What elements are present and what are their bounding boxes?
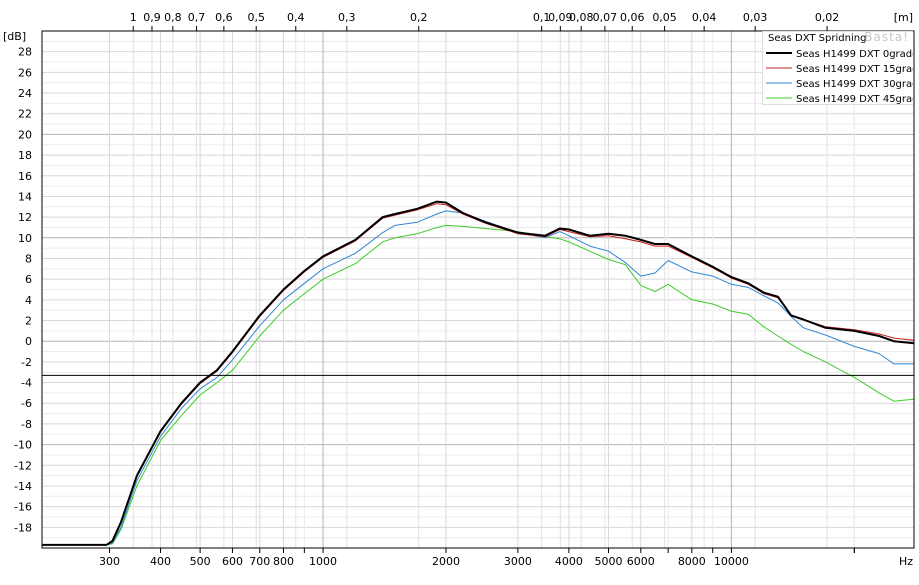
x-tick-label: 10000: [714, 555, 749, 568]
y-tick-label: 20: [18, 128, 32, 141]
x-tick-label: 2000: [432, 555, 460, 568]
x-tick-label: 4000: [555, 555, 583, 568]
legend-entry: Seas H1499 DXT 45grader: [796, 94, 919, 105]
x-tick-label: 5000: [594, 555, 622, 568]
top-tick-label: 0,3: [338, 11, 356, 24]
y-tick-label: -6: [21, 397, 32, 410]
top-axis-unit-label: [m]: [894, 11, 913, 24]
y-tick-label: -8: [21, 418, 32, 431]
x-tick-label: 400: [150, 555, 171, 568]
y-tick-label: -2: [21, 356, 32, 369]
top-tick-label: 0,5: [247, 11, 265, 24]
y-tick-label: 26: [18, 66, 32, 79]
plot-frame: [41, 30, 915, 549]
legend-entry: Seas H1499 DXT 0grader: [796, 49, 919, 60]
top-tick-label: 0,8: [164, 11, 182, 24]
y-tick-label: 14: [18, 190, 32, 203]
top-tick-label: 0,09: [548, 11, 573, 24]
y-tick-label: -12: [14, 459, 32, 472]
top-tick-label: 0,03: [743, 11, 768, 24]
top-tick-label: 1: [130, 11, 137, 24]
y-tick-label: 12: [18, 211, 32, 224]
x-tick-label: 1000: [309, 555, 337, 568]
watermark-text: Basta!: [864, 30, 909, 44]
legend-entry: Seas H1499 DXT 15grader: [796, 64, 919, 75]
top-tick-label: 0,06: [620, 11, 645, 24]
top-tick-label: 0,07: [593, 11, 618, 24]
y-tick-label: 16: [18, 170, 32, 183]
y-tick-label: 8: [25, 252, 32, 265]
series-lines: [42, 200, 915, 546]
x-tick-label: 300: [99, 555, 120, 568]
y-tick-label: 0: [25, 335, 32, 348]
top-tick-label: 0,6: [215, 11, 233, 24]
y-tick-label: 22: [18, 108, 32, 121]
x-tick-label: 6000: [627, 555, 655, 568]
grid-lines: [42, 30, 914, 549]
y-tick-label: -18: [14, 521, 32, 534]
top-tick-label: 0,02: [815, 11, 840, 24]
top-tick-label: 0,1: [533, 11, 551, 24]
legend-entry: Seas H1499 DXT 30grader: [796, 79, 919, 90]
x-tick-label: 600: [222, 555, 243, 568]
top-tick-label: 0,2: [410, 11, 428, 24]
series-line: [42, 200, 915, 546]
series-line: [42, 224, 915, 546]
x-tick-label: 700: [249, 555, 270, 568]
top-tick-label: 0,7: [188, 11, 206, 24]
x-tick-label: 3000: [504, 555, 532, 568]
y-tick-label: -10: [14, 439, 32, 452]
y-tick-label: 4: [25, 294, 32, 307]
y-axis-label: [dB]: [3, 30, 26, 43]
y-tick-label: -14: [14, 480, 32, 493]
y-tick-label: 6: [25, 273, 32, 286]
top-tick-label: 0,08: [569, 11, 594, 24]
x-tick-label: 800: [273, 555, 294, 568]
x-tick-label: 500: [190, 555, 211, 568]
top-tick-label: 0,4: [287, 11, 305, 24]
y-tick-label: 28: [18, 46, 32, 59]
legend-title: Seas DXT Spridning: [768, 33, 866, 44]
y-tick-label: -16: [14, 501, 32, 514]
y-tick-label: -4: [21, 377, 32, 390]
y-tick-label: 24: [18, 87, 32, 100]
y-tick-label: 18: [18, 149, 32, 162]
y-tick-label: 10: [18, 232, 32, 245]
top-tick-label: 0,04: [692, 11, 717, 24]
x-axis-unit-label: Hz: [899, 555, 913, 568]
top-tick-label: 0,9: [143, 11, 161, 24]
axis-labels: 2826242220181614121086420-2-4-6-8-10-12-…: [3, 11, 913, 568]
x-tick-label: 8000: [678, 555, 706, 568]
y-tick-label: 2: [25, 315, 32, 328]
top-tick-label: 0,05: [652, 11, 677, 24]
